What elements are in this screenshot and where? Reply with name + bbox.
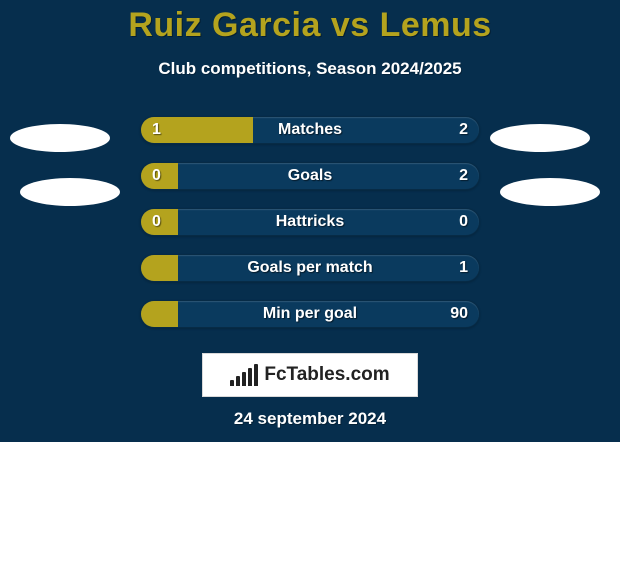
brand-text: FcTables.com bbox=[264, 364, 389, 386]
right-value: 2 bbox=[459, 162, 468, 190]
left-value: 1 bbox=[152, 116, 161, 144]
decorative-oval bbox=[490, 124, 590, 152]
bar-fill bbox=[141, 255, 178, 281]
decorative-oval bbox=[10, 124, 110, 152]
right-value: 90 bbox=[450, 300, 468, 328]
subtitle: Club competitions, Season 2024/2025 bbox=[0, 59, 620, 79]
left-value: 0 bbox=[152, 162, 161, 190]
bar-track bbox=[140, 208, 480, 236]
stat-row: 0 0 Hattricks bbox=[0, 199, 620, 245]
bar-track bbox=[140, 116, 480, 144]
right-value: 1 bbox=[459, 254, 468, 282]
date-label: 24 september 2024 bbox=[0, 409, 620, 429]
left-value: 0 bbox=[152, 208, 161, 236]
page-title: Ruiz Garcia vs Lemus bbox=[0, 0, 620, 45]
decorative-oval bbox=[500, 178, 600, 206]
stat-row: 1 Goals per match bbox=[0, 245, 620, 291]
bar-track bbox=[140, 254, 480, 282]
bar-track bbox=[140, 162, 480, 190]
right-value: 0 bbox=[459, 208, 468, 236]
brand-bars-icon bbox=[230, 364, 258, 386]
bar-track bbox=[140, 300, 480, 328]
bar-fill bbox=[141, 301, 178, 327]
comparison-panel: Ruiz Garcia vs Lemus Club competitions, … bbox=[0, 0, 620, 442]
right-value: 2 bbox=[459, 116, 468, 144]
decorative-oval bbox=[20, 178, 120, 206]
brand-box: FcTables.com bbox=[202, 353, 418, 397]
stat-row: 90 Min per goal bbox=[0, 291, 620, 337]
